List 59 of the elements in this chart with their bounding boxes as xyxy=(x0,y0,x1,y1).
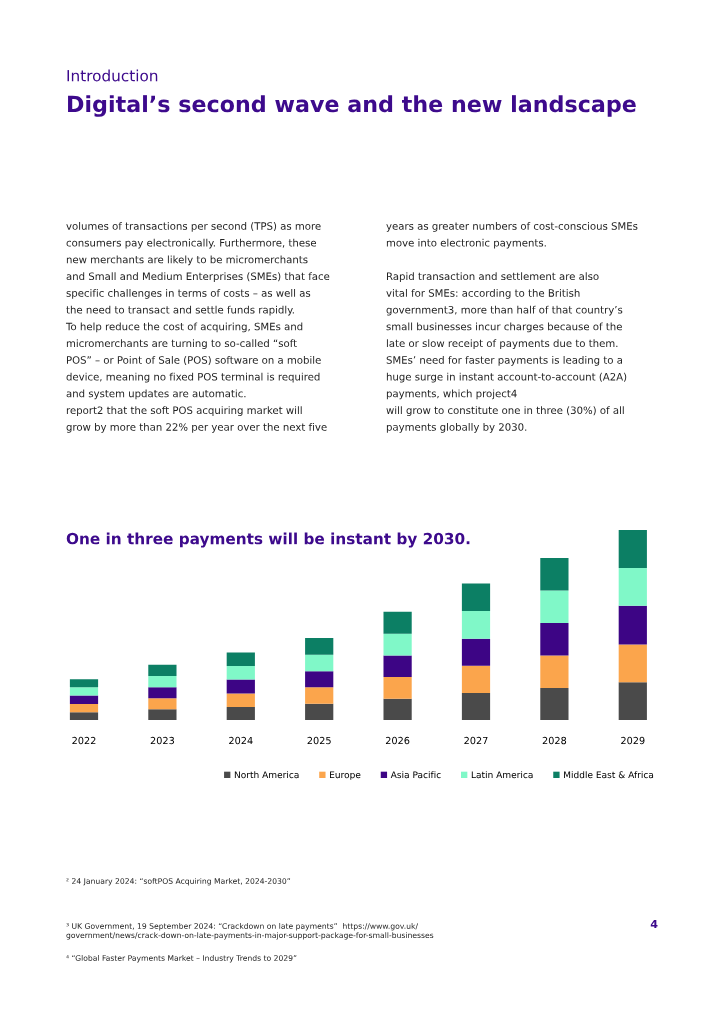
bar xyxy=(618,605,647,645)
bar xyxy=(618,568,647,606)
bar xyxy=(148,675,177,688)
text: volumes of transactions per second (TPS) as more consumers pay electronically. Furthermore, these new merchants are likely to be micromerchants and Small and Medium Enterprises (SMEs) that face specific challenges in terms of costs – as well as the need to transact and settle funds rapidly. To help reduce the cost of acquiring, SMEs and micromerchants are turning to so-called “soft POS” – or Point of Sale (POS) software on a mobile device, meaning no fixed POS terminal is required and system updates are automatic. report2 that the soft POS acquiring market will grow by more than 22% per year over the next five xyxy=(65,222,330,433)
bar xyxy=(305,671,334,688)
x-tick-label: 2029 xyxy=(621,736,645,745)
bar xyxy=(69,679,99,688)
bar xyxy=(540,655,569,689)
bar xyxy=(540,590,569,624)
text: years as greater numbers of cost-conscious SMEs move into electronic payments. Rapid transaction and settlement are also vital for SMEs: according to the British government3, more than half of that country’s small businesses incur charges because of the late or slow receipt of payments due to them. SMEs’ need for faster payments is leading to a huge surge in instant account-to-account (A2A) payments, which project4 will grow to constitute one in three (30%) of all payments globally by 2030. xyxy=(386,222,638,433)
bar xyxy=(383,655,412,678)
x-tick-label: 2027 xyxy=(464,736,488,745)
bar xyxy=(461,583,491,611)
bar xyxy=(461,665,491,694)
bar xyxy=(540,688,569,720)
bar xyxy=(305,638,334,655)
legend-label: Middle East & Africa xyxy=(564,771,654,779)
bar xyxy=(226,679,255,694)
bar xyxy=(69,687,99,696)
text: Introduction xyxy=(67,69,158,82)
bar xyxy=(69,704,99,713)
bar xyxy=(540,558,569,591)
chart-title: One in three payments will be instant by 2030. xyxy=(66,532,470,548)
legend-label: Latin America xyxy=(471,771,533,779)
bar xyxy=(226,693,255,707)
bar xyxy=(383,611,412,634)
bar xyxy=(305,703,334,720)
bar xyxy=(540,623,569,656)
bar xyxy=(383,677,412,699)
bar xyxy=(618,530,647,568)
x-tick-label: 2028 xyxy=(542,736,567,745)
x-tick-label: 2022 xyxy=(72,736,96,745)
bar xyxy=(148,687,177,699)
legend-label: North America xyxy=(234,771,299,779)
legend-label: Asia Pacific xyxy=(390,771,441,779)
bar xyxy=(461,638,491,666)
bar xyxy=(226,652,255,667)
bar xyxy=(618,682,647,720)
bar xyxy=(148,709,177,720)
x-tick-label: 2024 xyxy=(229,736,253,745)
bar xyxy=(148,664,177,676)
x-tick-label: 2023 xyxy=(150,736,174,745)
text: 4 xyxy=(650,919,658,929)
bar xyxy=(305,654,334,672)
bar xyxy=(226,666,255,680)
bar xyxy=(461,693,491,720)
bar xyxy=(383,633,412,656)
bar xyxy=(69,695,99,705)
bar xyxy=(226,706,255,720)
bar xyxy=(461,610,491,639)
x-tick-label: 2025 xyxy=(307,736,331,745)
x-tick-label: 2026 xyxy=(385,736,410,745)
legend-label: Europe xyxy=(330,771,361,780)
bar xyxy=(148,698,177,710)
bar xyxy=(618,644,647,683)
bar xyxy=(383,698,412,720)
text: Digital’s second wave and the new landscape xyxy=(68,95,636,117)
bar xyxy=(69,712,99,720)
bar xyxy=(305,687,334,704)
